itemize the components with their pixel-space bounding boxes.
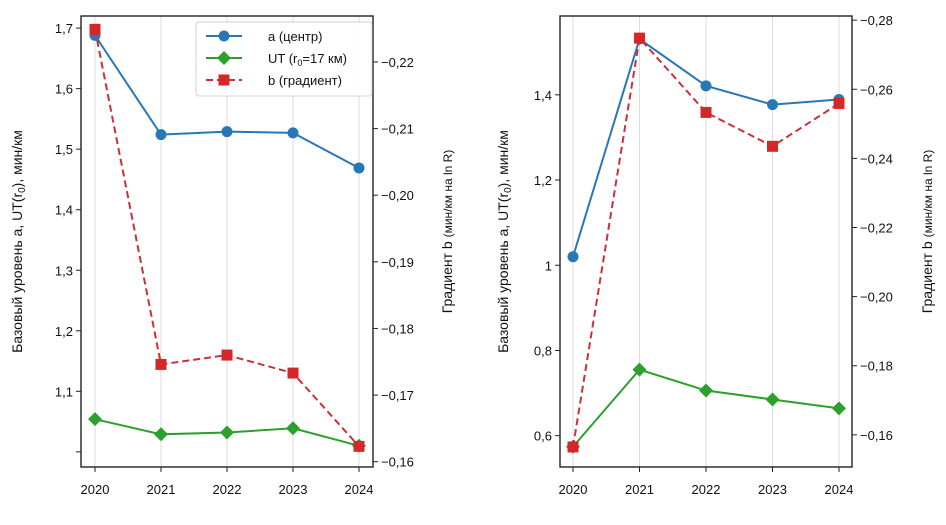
y-right-tick-label: −0,20 — [381, 188, 414, 203]
series-b — [89, 23, 365, 452]
legend-label: a (центр) — [268, 29, 322, 44]
y-left-axis-label: Базовый уровень a, UT(r0), мин/км — [9, 130, 28, 353]
series-a — [89, 29, 365, 174]
y-left-tick-label: 1,1 — [55, 384, 73, 399]
data-point — [89, 23, 101, 35]
legend-label: b (градиент) — [268, 73, 342, 88]
x-tick-label: 2021 — [147, 482, 176, 497]
legend-label-part: UT (r — [268, 51, 298, 66]
y-left-axis-label-part: Базовый уровень a, UT(r — [9, 193, 25, 353]
data-point — [567, 441, 579, 453]
y-right-tick-label: −0,18 — [860, 359, 893, 374]
y-right-tick-label: −0,22 — [381, 55, 414, 70]
chart-panel-right: 2020 2021 2022 2023 2024 0,6 0,8 1 1,2 1,4 −0,16 −0… — [495, 13, 935, 497]
data-point — [154, 427, 168, 442]
data-point — [700, 106, 712, 118]
y-left-axis-label: Базовый уровень a, UT(r0), мин/км — [495, 130, 514, 353]
y-left-axis-label-part: Базовый уровень a, UT(r — [495, 193, 511, 353]
y-left-tick-label: 1,4 — [534, 88, 552, 103]
y-left-tick-label: 0,8 — [534, 343, 552, 358]
y-right-tick-label: −0,20 — [860, 290, 893, 305]
data-point — [832, 401, 846, 416]
chart-panel-left: 2020 2021 2022 2023 2024 1,1 1,2 1,3 1,4 1,5 1,6 1,… — [9, 15, 455, 497]
legend-label-part: =17 км) — [302, 51, 347, 66]
data-point — [632, 362, 647, 377]
x-tick-label: 2023 — [279, 482, 308, 497]
data-point — [220, 425, 234, 440]
data-point — [567, 251, 579, 263]
x-tick-label: 2023 — [758, 482, 787, 497]
y-right-axis-label-main: Градиент b — [919, 237, 935, 313]
x-tick-label: 2020 — [559, 482, 588, 497]
series-line — [572, 35, 840, 448]
legend: a (центр) UT (r0=17 км) b (градиент) — [195, 21, 373, 97]
data-point — [353, 162, 365, 174]
y-left-tick-label: 1,7 — [55, 21, 73, 36]
y-left-tick-label: 1,2 — [55, 324, 73, 339]
y-right-tick-label: −0,16 — [381, 455, 414, 470]
x-tick-label: 2022 — [692, 482, 721, 497]
x-tick-label: 2020 — [81, 482, 110, 497]
y-right-tick-label: −0,21 — [381, 122, 414, 137]
data-point — [287, 127, 299, 139]
data-point — [767, 99, 778, 111]
data-point — [833, 97, 845, 109]
legend-marker — [218, 74, 230, 86]
y-right-axis-label: Градиент b (мин/км на ln R) — [439, 150, 455, 314]
data-point — [221, 349, 233, 361]
y-right-axis-label-main: Градиент b — [439, 237, 455, 313]
y-right-tick-label: −0,17 — [381, 388, 414, 403]
y-left-tick-label: 1,5 — [55, 142, 73, 157]
data-point — [767, 140, 778, 152]
y-right-axis-label-unit: (мин/км на ln R) — [441, 150, 455, 238]
data-point — [88, 412, 102, 427]
data-point — [155, 129, 167, 141]
legend-marker — [217, 51, 231, 65]
y-left-axis-label-sub: 0 — [17, 187, 28, 193]
legend-label-sub: 0 — [297, 58, 302, 68]
legend-box — [195, 21, 373, 97]
x-tick-label: 2024 — [825, 482, 854, 497]
x-tick-label: 2021 — [625, 482, 654, 497]
y-right-tick-label: −0,28 — [860, 13, 893, 28]
x-tick-label: 2024 — [345, 482, 374, 497]
data-point — [353, 440, 365, 452]
data-point — [155, 358, 167, 370]
y-left-axis-label-sub: 0 — [503, 187, 514, 193]
series-b — [567, 32, 845, 453]
y-left-tick-label: 0,6 — [534, 429, 552, 444]
y-left-tick-label: 1,4 — [55, 203, 73, 218]
data-point — [765, 392, 780, 407]
y-right-tick-label: −0,18 — [381, 321, 414, 336]
legend-marker — [218, 30, 230, 42]
y-left-tick-label: 1,2 — [534, 173, 552, 188]
y-left-axis-label-part: ), мин/км — [9, 130, 25, 187]
x-tick-label: 2022 — [213, 482, 242, 497]
data-point — [221, 126, 233, 138]
data-point — [700, 80, 712, 92]
y-right-tick-label: −0,16 — [860, 428, 893, 443]
y-left-tick-label: 1,6 — [55, 82, 73, 97]
data-point — [286, 421, 300, 436]
data-point — [634, 32, 645, 44]
y-left-axis-label-part: ), мин/км — [495, 130, 511, 187]
y-right-tick-label: −0,26 — [860, 82, 893, 97]
data-point — [287, 367, 299, 379]
y-right-axis-label-unit: (мин/км на ln R) — [921, 150, 935, 238]
data-point — [699, 383, 713, 398]
y-right-tick-label: −0,24 — [860, 151, 893, 166]
series-ut — [566, 362, 846, 454]
y-left-tick-label: 1,3 — [55, 263, 73, 278]
y-left-tick-label: 1 — [545, 258, 552, 273]
y-right-tick-label: −0,19 — [381, 255, 414, 270]
legend-label: UT (r0=17 км) — [268, 51, 347, 68]
y-right-axis-label: Градиент b (мин/км на ln R) — [919, 150, 935, 314]
y-right-tick-label: −0,22 — [860, 221, 893, 236]
